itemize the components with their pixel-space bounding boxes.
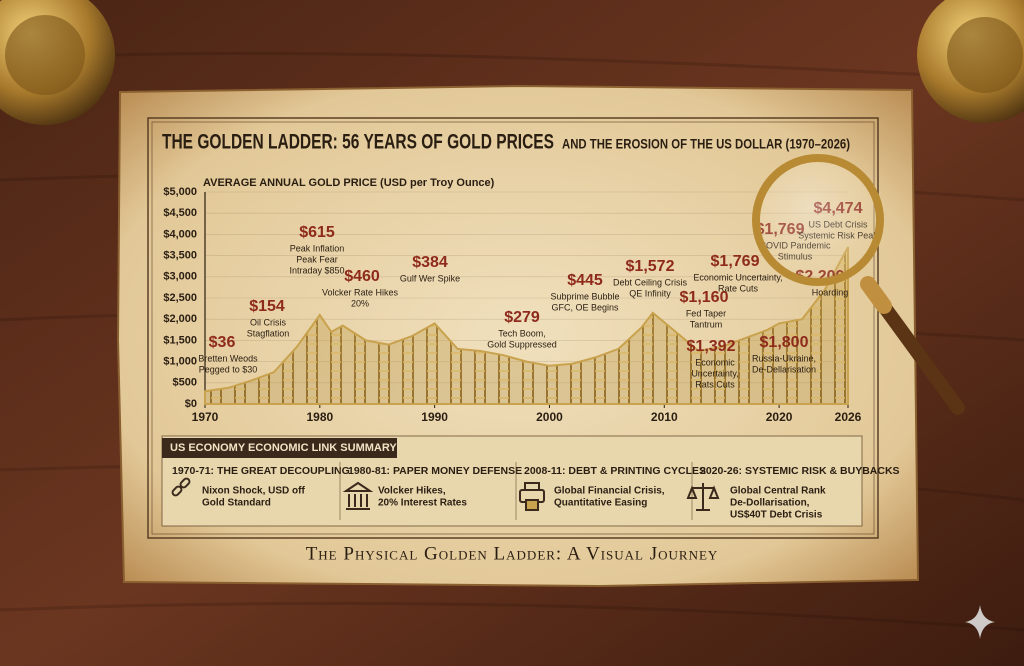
frame-inner: [151, 121, 875, 535]
annotation-text: GFC, OE Begins: [551, 302, 619, 312]
bank-icon: [342, 481, 374, 510]
y-tick-label: $1,500: [163, 334, 197, 346]
magnifier: [752, 154, 965, 415]
y-tick-label: $4,000: [163, 228, 197, 240]
summary-heading: 2008-11: DEBT & PRINTING CYCLES: [524, 465, 706, 477]
y-axis-label: AVERAGE ANNUAL GOLD PRICE (USD per Troy …: [203, 177, 495, 189]
annotation-text: Pegged to $30: [199, 364, 258, 374]
summary-icons: [171, 477, 720, 511]
annotation-text: Uncertainty,: [691, 368, 738, 378]
printer-icon: [519, 482, 545, 511]
annotation-text: Fed Taper: [686, 308, 726, 318]
summary-title-bar: [162, 438, 397, 458]
x-tick-label: 2020: [766, 410, 793, 424]
annotation-value: $615: [299, 224, 335, 241]
chart-subtitle: AND THE EROSION OF THE US DOLLAR (1970–2…: [562, 136, 850, 152]
summary-title: US ECONOMY ECONOMIC LINK SUMMARY: [170, 442, 397, 454]
annotation-value: $36: [209, 334, 236, 351]
summary-text: Global Financial Crisis,: [554, 486, 665, 497]
annotation-text: Subprime Bubble: [550, 291, 619, 301]
annotation-text: Gold Suppressed: [487, 339, 557, 349]
scale-icon: [686, 483, 720, 511]
summary-heading: 1970-71: THE GREAT DECOUPLING: [172, 465, 350, 477]
annotation-text: Peak Inflation: [290, 243, 345, 253]
y-tick-label: $2,500: [163, 292, 197, 304]
x-tick-label: 2000: [536, 410, 563, 424]
annotation-value: $460: [344, 268, 380, 285]
annotation-text: De-Dellarisation: [752, 364, 816, 374]
annotation-text: Volcker Rate Hikes: [322, 287, 399, 297]
summary-text: Quantitative Easing: [554, 498, 647, 509]
x-tick-label: 2026: [835, 410, 862, 424]
annotation-text: Intraday $850: [289, 265, 344, 275]
y-tick-label: $4,500: [163, 207, 197, 219]
summary-heading: 2020-26: SYSTEMIC RISK & BUYBACKS: [700, 465, 900, 477]
y-tick-label: $500: [173, 377, 197, 389]
summary-text: De-Dollarisation,: [730, 498, 810, 509]
annotation-text: Hoarding: [812, 287, 849, 297]
y-tick-label: $3,500: [163, 250, 197, 262]
brass-ornament-inner: [947, 17, 1023, 93]
annotation-text: 20%: [351, 298, 369, 308]
sparkle-icon: [965, 605, 995, 639]
x-tick-label: 2010: [651, 410, 678, 424]
magnifier-collar: [860, 276, 892, 314]
annotation-text: Gulf Wer Spike: [400, 273, 460, 283]
annotation-text: Peak Fear: [296, 254, 338, 264]
brass-ornament-inner: [5, 15, 85, 95]
annotation-text: QE Infinity: [629, 288, 671, 298]
summary-text: Volcker Hikes,: [378, 486, 446, 497]
x-tick-label: 1980: [306, 410, 333, 424]
chart-title: THE GOLDEN LADDER: 56 YEARS OF GOLD PRIC…: [162, 131, 554, 154]
annotation-text: Tantrum: [690, 319, 723, 329]
annotation-value: $1,572: [626, 258, 675, 275]
frame: [147, 117, 879, 539]
summary-text: Gold Standard: [202, 498, 271, 509]
y-tick-label: $5,000: [163, 186, 197, 198]
x-tick-label: 1970: [192, 410, 219, 424]
annotation-text: Economic: [695, 357, 735, 367]
annotation-text: Debt Ceiling Crisis: [613, 277, 688, 287]
x-tick-label: 1990: [421, 410, 448, 424]
annotation-value: $154: [249, 298, 285, 315]
chain-icon: [171, 477, 191, 497]
summary-items: 1970-71: THE GREAT DECOUPLING Nixon Shock…: [172, 462, 900, 521]
annotation-text: Bretten Weods: [198, 353, 258, 363]
summary-text: Global Central Rank: [730, 486, 826, 497]
y-tick-label: $2,000: [163, 313, 197, 325]
summary-heading: 1980-81: PAPER MONEY DEFENSE: [348, 465, 522, 477]
summary-text: US$40T Debt Crisis: [730, 510, 823, 521]
annotation-text: Economic Uncertainty,: [693, 272, 782, 282]
annotation-value: $1,160: [680, 289, 729, 306]
footer: The Physical Golden Ladder: A Visual Jou…: [306, 543, 719, 564]
annotation-value: $445: [567, 272, 603, 289]
annotation-text: Stagflation: [247, 328, 290, 338]
annotation-value: $279: [504, 309, 540, 326]
annotation-value: $1,392: [687, 338, 736, 355]
y-tick-label: $0: [185, 398, 197, 410]
annotation-text: Oil Crisis: [250, 317, 286, 327]
annotation-text: Rate Cuts: [718, 283, 759, 293]
y-tick-label: $1,000: [163, 356, 197, 368]
annotation-value: $1,800: [760, 334, 809, 351]
area: [204, 246, 849, 405]
summary-text: Nixon Shock, USD off: [202, 486, 305, 497]
annotation-value: $384: [412, 254, 448, 271]
annotation-text: Tech Boom,: [498, 328, 546, 338]
summary-text: 20% Interest Rates: [378, 498, 467, 509]
magnifier-lens: [752, 154, 884, 286]
annotation-value: $1,769: [711, 253, 760, 270]
annotation-text: Russia-Ukraine,: [752, 353, 816, 363]
y-tick-label: $3,000: [163, 271, 197, 283]
annotation-text: Rats Cuts: [695, 379, 735, 389]
